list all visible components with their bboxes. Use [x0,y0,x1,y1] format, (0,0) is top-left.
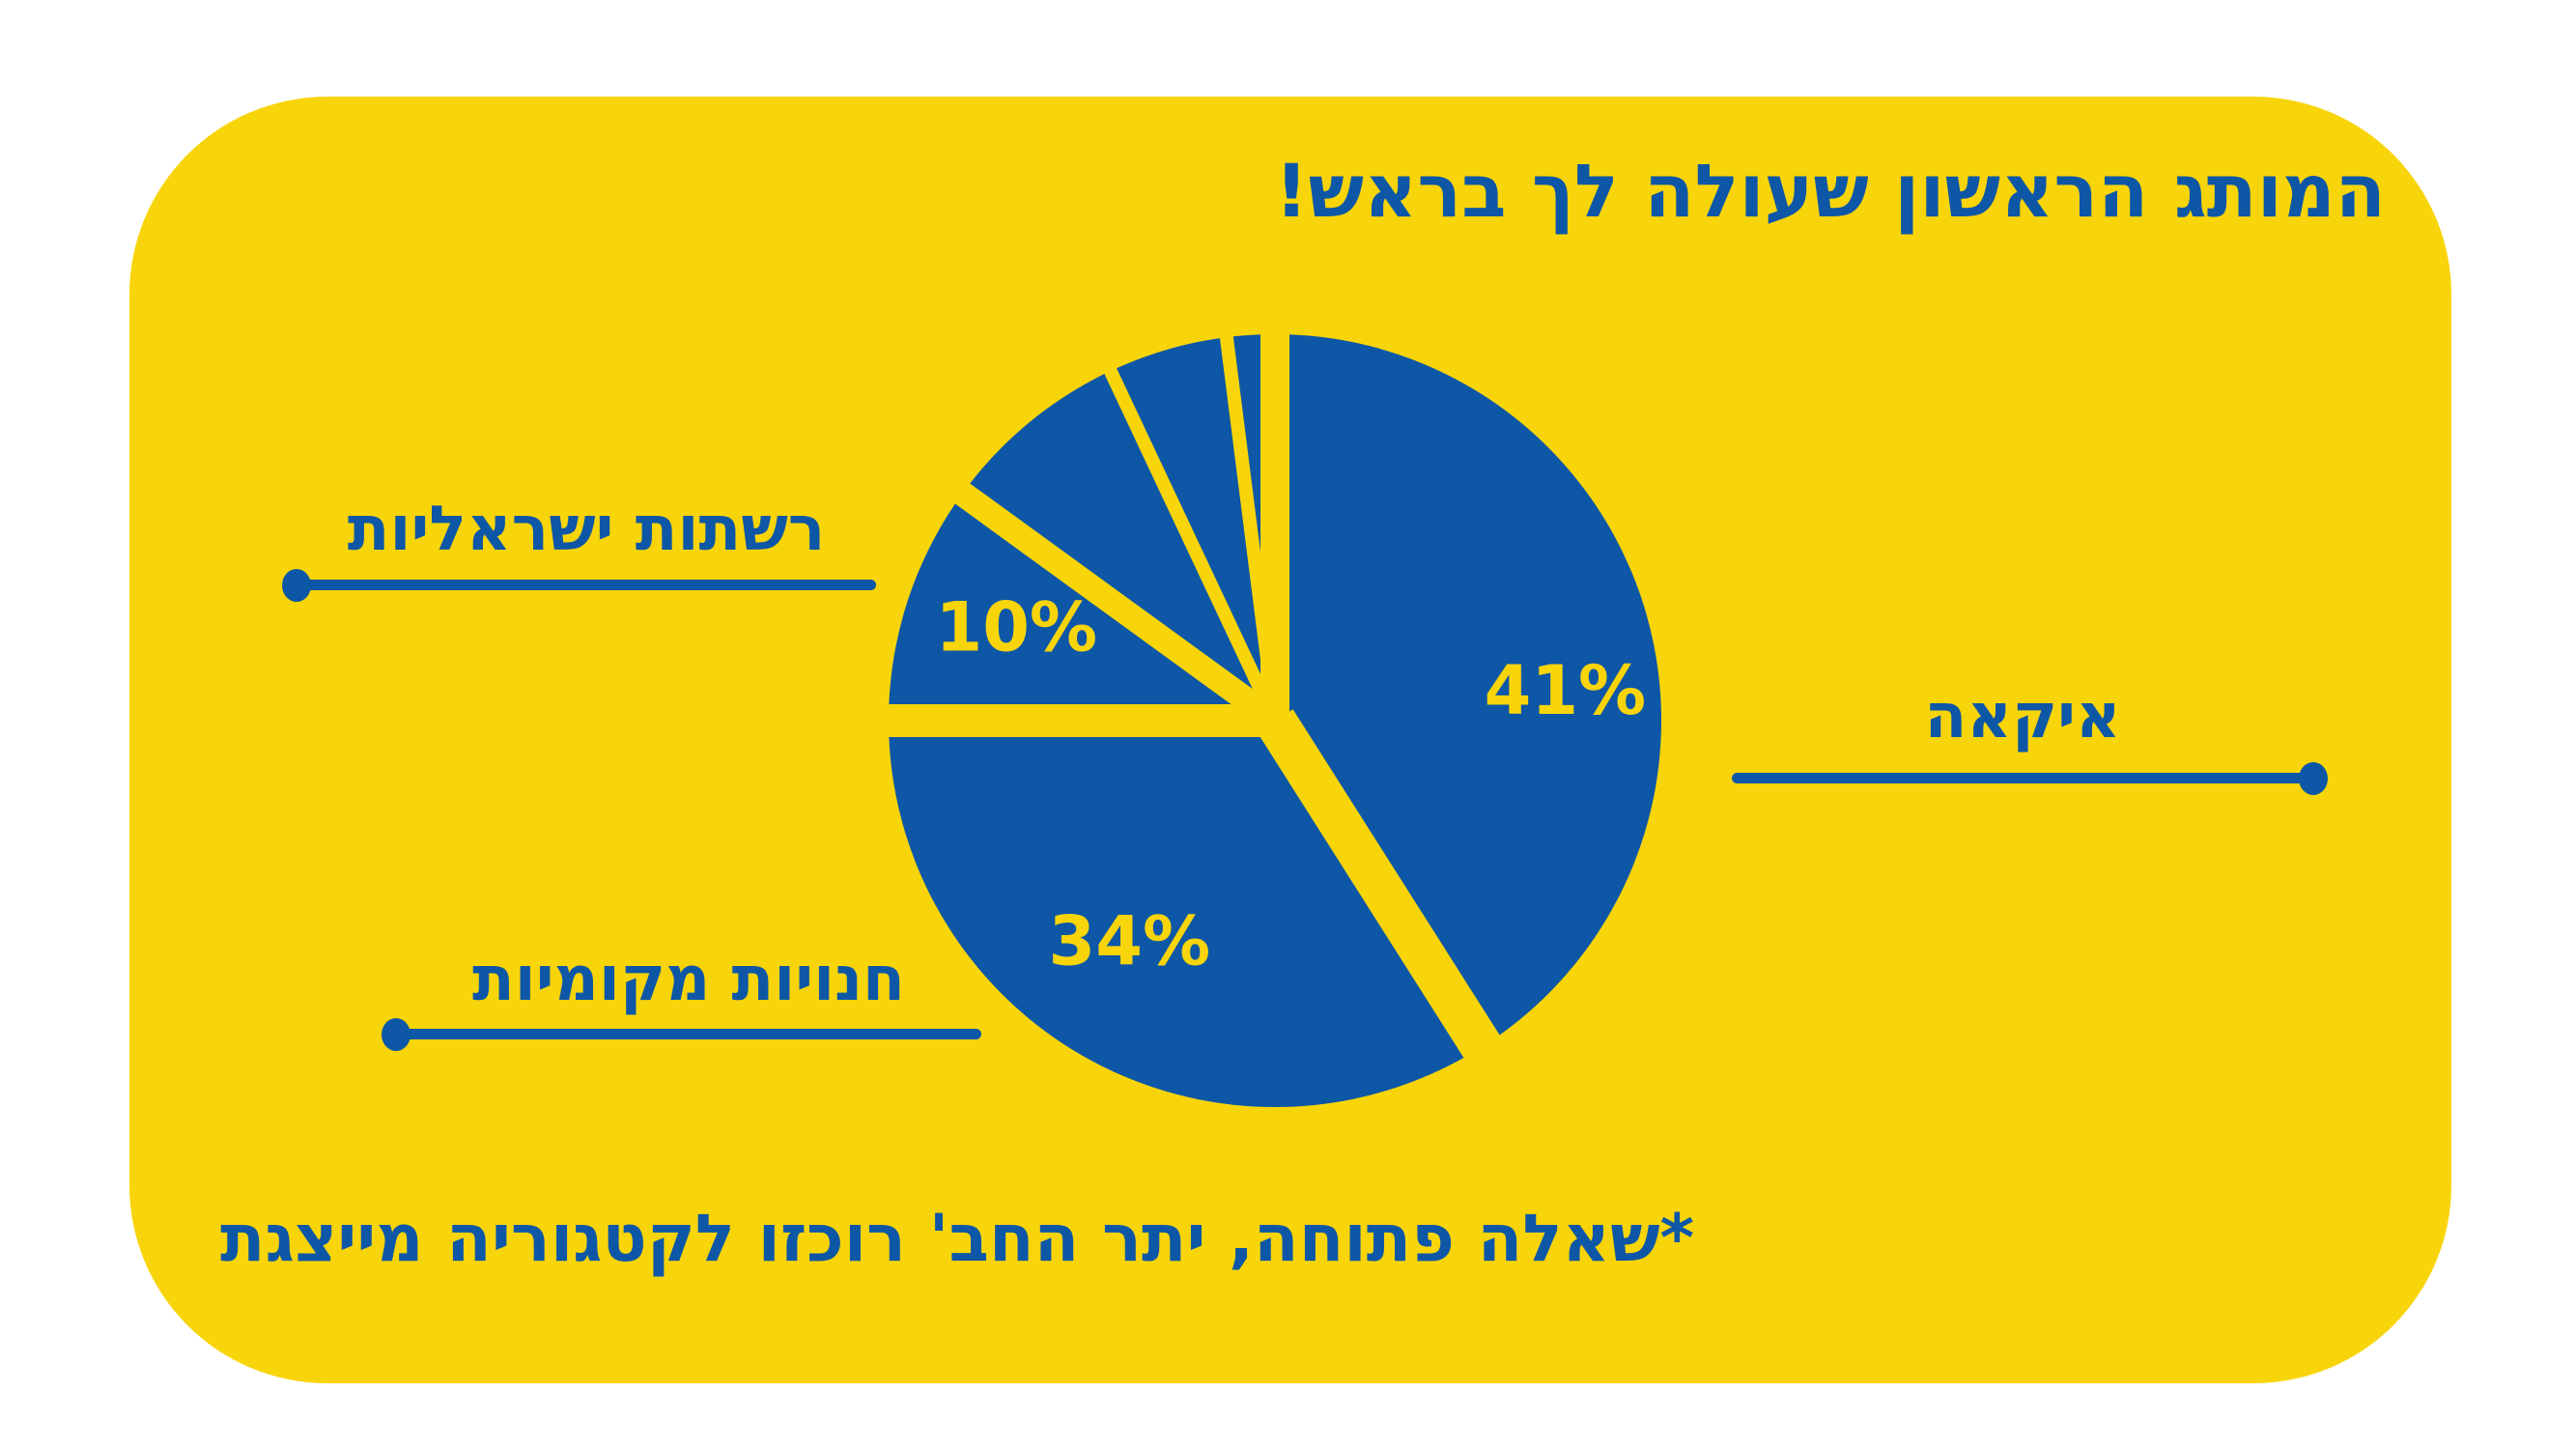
pie-slice-separator [1084,324,1282,724]
callout-ikea-label: איקאה [1924,681,2121,753]
callout-israeli-chains-label: רשתות ישראליות [347,494,826,565]
callout-israeli-chains-leader-line [297,580,876,590]
callout-ikea-dot [2299,762,2328,795]
pie-slice-pct-label: 10% [936,587,1098,667]
footnote: *שאלה פתוחה, יתר החב' רוכזו לקטגוריה מיי… [220,1201,1695,1277]
callout-israeli-chains: רשתות ישראליות [282,494,876,624]
callout-israeli-chains-dot [282,569,311,602]
chart-title: המותג הראשון שעולה לך בראש! [1274,148,2386,234]
pie-slice-pct-label: 41% [1485,651,1647,730]
callout-local-stores: חנויות מקומיות [382,944,981,1074]
pie-slice-separator [1213,288,1282,722]
callout-ikea: איקאה [1732,681,2328,811]
callout-ikea-leader-line [1732,773,2313,783]
pie-slice-separator [1257,709,1526,1099]
callout-local-stores-label: חנויות מקומיות [472,944,905,1015]
pie-slice-separator [916,454,1283,731]
callout-local-stores-dot [382,1018,410,1051]
callout-local-stores-leader-line [396,1029,981,1039]
pie-slice-pct-label: 34% [1049,901,1211,980]
